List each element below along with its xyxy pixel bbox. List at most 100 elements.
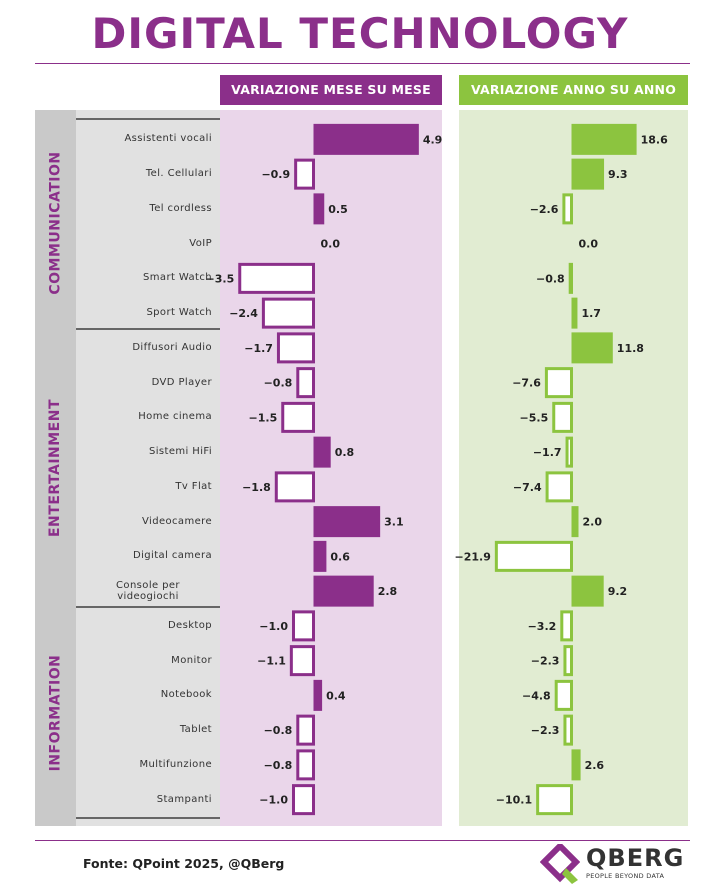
data-label: −7.6 xyxy=(512,377,541,390)
bar xyxy=(313,506,381,538)
bar xyxy=(536,784,574,816)
data-label: −0.8 xyxy=(536,272,565,285)
bar xyxy=(313,436,331,468)
data-label: 0.5 xyxy=(328,203,348,216)
category-label: Sport Watch xyxy=(146,307,212,319)
header-mom: VARIAZIONE MESE SU MESE xyxy=(220,75,442,105)
bar xyxy=(313,540,327,572)
data-label: 2.0 xyxy=(583,516,603,529)
bar xyxy=(313,193,325,225)
bar xyxy=(563,714,574,746)
data-label: −0.8 xyxy=(264,377,293,390)
bar xyxy=(571,332,613,364)
bar xyxy=(544,367,574,399)
data-label: −1.7 xyxy=(244,342,273,355)
source-note: Fonte: QPoint 2025, @QBerg xyxy=(83,856,285,871)
bar xyxy=(292,610,315,642)
category-label: Digital camera xyxy=(133,550,212,562)
bar xyxy=(313,679,323,711)
bar xyxy=(313,575,374,607)
bar xyxy=(238,262,315,294)
data-label: 0.0 xyxy=(321,238,341,251)
bar xyxy=(571,123,637,155)
category-label: VoIP xyxy=(189,237,212,249)
bar xyxy=(296,749,315,781)
data-label: −4.8 xyxy=(522,689,551,702)
data-label: −2.4 xyxy=(229,307,258,320)
logo-name: QBERG xyxy=(586,844,685,872)
group-separator xyxy=(76,817,220,819)
qberg-logo-icon xyxy=(539,841,581,884)
group-separator xyxy=(76,328,220,330)
logo-tagline: PEOPLE BEYOND DATA xyxy=(586,872,665,880)
bar xyxy=(289,645,316,677)
data-label: −1.7 xyxy=(533,446,562,459)
category-label: Tel. Cellulari xyxy=(145,168,212,180)
bar xyxy=(554,679,574,711)
category-label: Assistenti vocali xyxy=(124,133,212,145)
data-label: −5.5 xyxy=(520,411,549,424)
footer-divider xyxy=(35,840,690,841)
category-label: Tv Flat xyxy=(175,480,212,492)
data-label: −2.3 xyxy=(531,724,560,737)
bar xyxy=(565,436,573,468)
data-label: 9.3 xyxy=(608,168,628,181)
data-label: 1.7 xyxy=(581,307,601,320)
bar xyxy=(563,645,574,677)
data-label: 3.1 xyxy=(384,516,404,529)
category-label: Tel cordless xyxy=(149,202,212,214)
data-label: −1.0 xyxy=(259,794,288,807)
category-label: Monitor xyxy=(171,654,212,666)
header-yoy: VARIAZIONE ANNO SU ANNO xyxy=(459,75,688,105)
bar xyxy=(568,262,574,294)
data-label: −2.3 xyxy=(531,655,560,668)
bar xyxy=(274,471,315,503)
bar xyxy=(261,297,315,329)
bar xyxy=(562,193,574,225)
data-label: −21.9 xyxy=(454,550,490,563)
bar xyxy=(571,749,581,781)
bar xyxy=(571,506,579,538)
category-label: Diffusori Audio xyxy=(132,341,212,353)
data-label: 0.4 xyxy=(326,689,346,702)
data-label: −1.8 xyxy=(242,481,271,494)
category-label: DVD Player xyxy=(151,376,212,388)
category-label: Sistemi HiFi xyxy=(148,446,212,458)
category-label: Stampanti xyxy=(156,793,212,805)
data-label: −2.6 xyxy=(530,203,559,216)
data-label: −3.2 xyxy=(528,620,557,633)
bar xyxy=(552,401,573,433)
data-label: −1.1 xyxy=(257,655,286,668)
data-label: 18.6 xyxy=(641,133,668,146)
category-label: Console per videogiochi xyxy=(116,580,180,603)
category-label: Notebook xyxy=(160,689,212,701)
bar xyxy=(281,401,315,433)
data-label: −3.5 xyxy=(206,272,235,285)
bar xyxy=(571,575,604,607)
category-label: Tablet xyxy=(179,724,212,736)
title-divider xyxy=(35,63,690,64)
label-column xyxy=(76,110,220,826)
data-label: 0.8 xyxy=(335,446,355,459)
data-label: 2.8 xyxy=(378,585,398,598)
bar xyxy=(276,332,316,364)
data-label: 4.9 xyxy=(423,133,443,146)
data-label: −1.0 xyxy=(259,620,288,633)
bar xyxy=(571,158,605,190)
yoy-panel xyxy=(459,110,688,826)
bar xyxy=(294,158,315,190)
category-label: Videocamere xyxy=(142,515,212,527)
data-label: −10.1 xyxy=(496,794,532,807)
bar xyxy=(313,123,419,155)
data-label: −1.5 xyxy=(249,411,278,424)
bar xyxy=(560,610,573,642)
bar xyxy=(571,297,578,329)
category-strip xyxy=(35,110,76,826)
category-label: Home cinema xyxy=(138,411,212,423)
group-separator xyxy=(76,118,220,120)
bar xyxy=(296,367,315,399)
group-separator xyxy=(76,606,220,608)
data-label: −0.9 xyxy=(261,168,290,181)
category-label: Desktop xyxy=(167,619,212,631)
